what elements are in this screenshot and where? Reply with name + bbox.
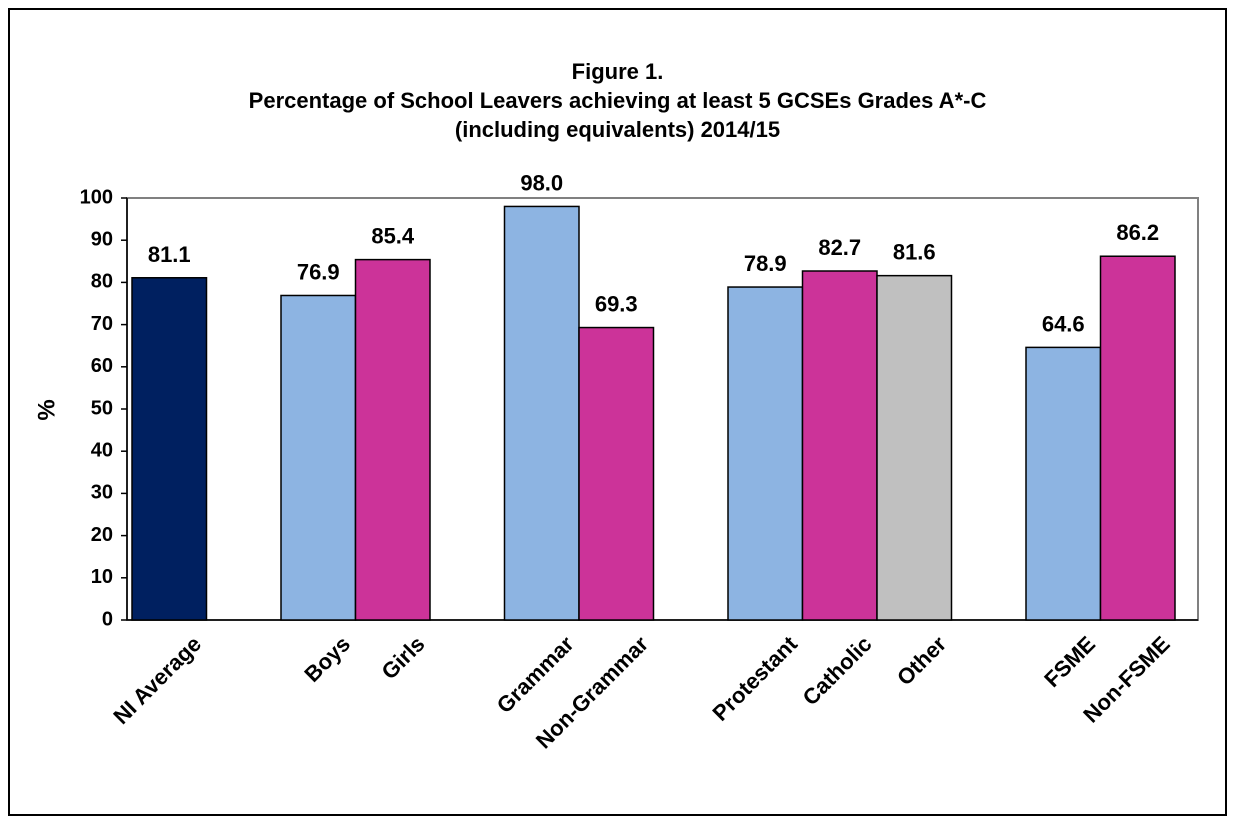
bar-value-label: 76.9 <box>297 259 340 284</box>
bar <box>131 277 208 621</box>
chart-title-line-1: Figure 1. <box>571 59 664 84</box>
x-tick-label: Protestant <box>707 631 802 726</box>
y-tick-label: 30 <box>91 482 113 504</box>
y-tick-label: 100 <box>80 186 113 208</box>
bar <box>727 286 804 621</box>
bar <box>280 294 357 621</box>
bar-value-label: 81.1 <box>148 242 191 267</box>
x-tick-label: Boys <box>299 631 355 687</box>
chart-bars <box>131 205 1176 621</box>
x-tick-label: Catholic <box>798 631 877 710</box>
chart-value-labels: 81.1 76.9 85.4 98.0 69.3 78.9 82.7 81.6 64.6 86.2 <box>148 170 1159 336</box>
bar <box>876 274 953 621</box>
y-tick-label: 0 <box>102 608 113 630</box>
chart-title-line-3: (including equivalents) 2014/15 <box>454 117 781 142</box>
y-tick-label: 40 <box>91 439 113 461</box>
bar <box>801 270 878 621</box>
y-tick-label: 80 <box>91 271 113 293</box>
bar-value-label: 82.7 <box>818 235 861 260</box>
x-tick-label: NI Average <box>108 631 206 729</box>
bar <box>354 258 431 621</box>
x-tick-label: Girls <box>376 631 429 684</box>
bar-value-label: 85.4 <box>371 224 415 249</box>
bar-value-label: 98.0 <box>520 170 563 195</box>
bar <box>1099 255 1176 621</box>
bar-value-label: 69.3 <box>595 292 638 317</box>
bar <box>578 326 655 621</box>
y-tick-label: 70 <box>91 313 113 335</box>
y-tick-label: 10 <box>91 566 113 588</box>
y-tick-label: 20 <box>91 524 113 546</box>
bar-value-label: 86.2 <box>1116 220 1159 245</box>
bar <box>1025 346 1102 621</box>
y-axis-label: % <box>33 399 60 420</box>
y-tick-label: 90 <box>91 228 113 250</box>
y-tick-label: 60 <box>91 355 113 377</box>
y-tick-label: 50 <box>91 397 113 419</box>
bar <box>503 205 580 621</box>
bar-value-label: 64.6 <box>1042 311 1085 336</box>
bar-value-label: 81.6 <box>893 240 936 265</box>
x-tick-label: Other <box>892 631 951 690</box>
bar-value-label: 78.9 <box>744 251 787 276</box>
chart-axes: 0 10 20 30 40 50 60 70 80 90 100 <box>80 186 1199 630</box>
chart-title: Figure 1. Percentage of School Leavers a… <box>0 57 1235 144</box>
chart-title-line-2: Percentage of School Leavers achieving a… <box>248 88 987 113</box>
x-tick-label: FSME <box>1039 631 1100 692</box>
